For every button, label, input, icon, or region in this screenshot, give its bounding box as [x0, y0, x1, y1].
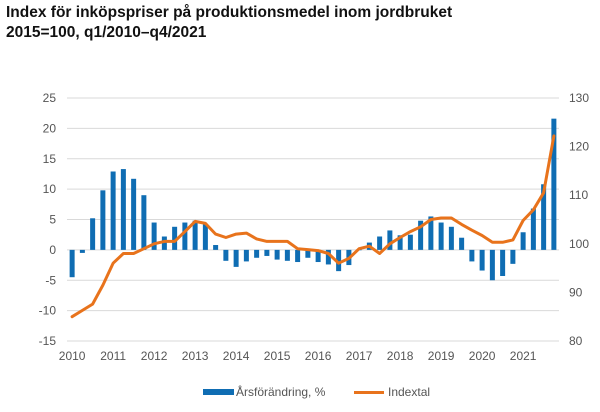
bar	[233, 249, 239, 267]
x-axis-tick-label: 2015	[264, 349, 291, 363]
left-axis-tick-label: 25	[43, 91, 57, 105]
bar	[448, 226, 454, 250]
bar	[90, 218, 96, 250]
bar	[377, 236, 383, 250]
bar	[418, 220, 424, 250]
bar	[213, 245, 219, 250]
bar	[315, 249, 321, 263]
bar	[489, 249, 495, 281]
bar-series	[69, 118, 557, 281]
bar	[510, 249, 516, 264]
bar	[428, 216, 434, 250]
bar	[172, 226, 178, 250]
legend-swatch-bar	[203, 389, 234, 395]
bar	[192, 220, 198, 250]
x-axis-tick-label: 2011	[100, 349, 126, 363]
x-axis-tick-label: 2018	[387, 349, 414, 363]
legend-item-bars: Årsförändring, %	[203, 382, 325, 402]
legend-label-line: Indextal	[388, 385, 431, 399]
bar	[131, 178, 137, 250]
bar	[387, 230, 393, 250]
left-axis-tick-label: 15	[43, 152, 57, 166]
x-axis-tick-label: 2012	[141, 349, 168, 363]
bar	[69, 249, 75, 278]
x-axis-tick-label: 2017	[346, 349, 373, 363]
x-axis-tick-label: 2019	[428, 349, 455, 363]
bar	[438, 222, 444, 250]
chart-title: Index för inköpspriser på produktionsmed…	[6, 3, 452, 43]
left-axis-tick-label: -15	[39, 334, 57, 348]
bar	[110, 171, 116, 250]
x-axis-ticks: 2010 2011 2012 2013 2014 2015 2016 2017 2018 2019…	[59, 349, 537, 363]
chart-title-line2: 2015=100, q1/2010–q4/2021	[6, 24, 207, 41]
bar	[100, 190, 106, 250]
bar	[500, 249, 506, 276]
bar	[254, 249, 260, 258]
right-axis-ticks: 130 120 110 100 90 80	[569, 91, 589, 348]
bar	[459, 237, 465, 250]
x-axis-tick-label: 2010	[59, 349, 86, 363]
right-axis-tick-label: 130	[569, 91, 589, 105]
bar	[120, 169, 126, 250]
bar	[325, 249, 331, 265]
bar	[274, 249, 280, 260]
right-axis-tick-label: 100	[569, 237, 589, 251]
bar	[284, 249, 290, 261]
legend-item-line: Indextal	[354, 382, 430, 402]
left-axis-tick-label: -10	[39, 304, 57, 318]
x-axis-tick-label: 2016	[305, 349, 332, 363]
chart-title-line1: Index för inköpspriser på produktionsmed…	[6, 4, 453, 21]
x-axis-tick-label: 2013	[182, 349, 209, 363]
right-axis-tick-label: 120	[569, 140, 589, 154]
bar	[469, 249, 475, 262]
right-axis-tick-label: 90	[569, 285, 583, 299]
bar	[295, 249, 301, 263]
gridlines	[67, 97, 559, 342]
bar	[541, 184, 547, 250]
left-axis-tick-label: 0	[49, 243, 56, 257]
bar	[264, 249, 270, 256]
bar	[530, 208, 536, 250]
bar	[79, 249, 85, 253]
bar	[243, 249, 249, 262]
bar	[182, 222, 188, 250]
right-axis-tick-label: 80	[569, 334, 583, 348]
bar	[479, 249, 485, 271]
bar	[141, 195, 147, 250]
legend: Årsförändring, % Indextal	[0, 382, 600, 402]
legend-swatch-line	[354, 390, 384, 394]
left-axis-tick-label: -5	[45, 273, 56, 287]
index-line	[70, 134, 556, 319]
bar	[397, 235, 403, 250]
left-axis-tick-label: 5	[49, 213, 56, 227]
bar	[336, 249, 342, 272]
left-axis-ticks: 25 20 15 10 5 0 -5 -10 -15	[39, 91, 57, 348]
legend-label-bars: Årsförändring, %	[236, 385, 326, 399]
bar	[223, 249, 229, 261]
left-axis-tick-label: 10	[43, 182, 57, 196]
bar	[551, 118, 557, 250]
bar	[151, 222, 157, 250]
bar	[305, 249, 311, 258]
x-axis-tick-label: 2021	[510, 349, 537, 363]
right-axis-tick-label: 110	[569, 188, 588, 202]
x-axis-tick-label: 2014	[223, 349, 250, 363]
x-axis-tick-label: 2020	[469, 349, 496, 363]
bar	[520, 232, 526, 250]
bar	[161, 236, 167, 250]
bar	[407, 234, 413, 250]
left-axis-tick-label: 20	[43, 121, 57, 135]
line-series	[70, 134, 556, 319]
bar	[202, 224, 208, 250]
